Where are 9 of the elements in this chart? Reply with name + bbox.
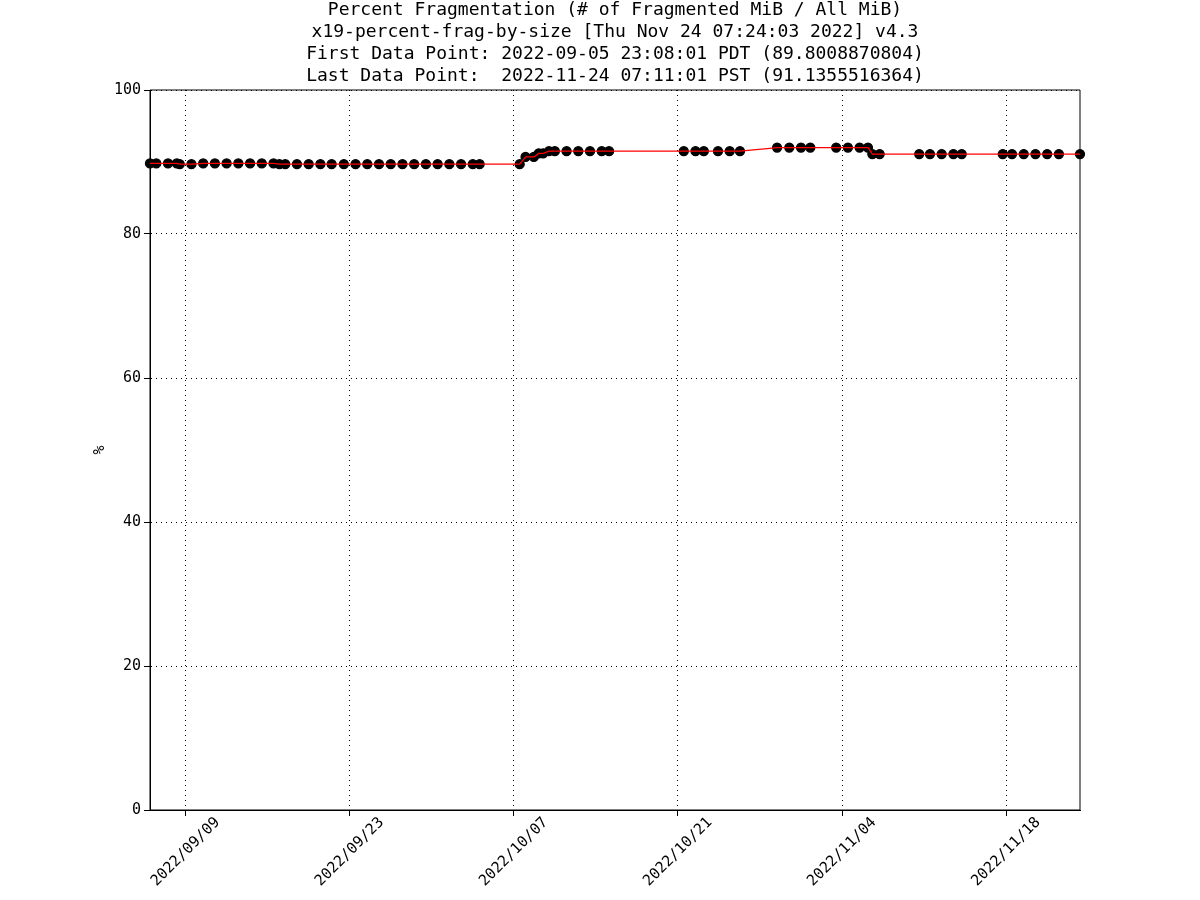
y-tick-label: 20 xyxy=(122,655,141,674)
y-tick-label: 100 xyxy=(113,79,141,98)
chart-title: Percent Fragmentation (# of Fragmented MiB / All MiB) xyxy=(327,0,903,19)
y-tick-label: 0 xyxy=(131,799,141,818)
y-tick-label: 60 xyxy=(122,367,141,386)
y-axis-title: % xyxy=(89,445,108,455)
y-tick-label: 80 xyxy=(122,223,141,242)
y-tick-label: 40 xyxy=(122,511,141,530)
chart-subtitle: x19-percent-frag-by-size [Thu Nov 24 07:24:03 2022] v4.3 First Data Point: 2022-09-05 23:08:01 PDT (89.8008870804) Last Data Point: 2022-11-24 07:11:01 PST (91.1355516364) xyxy=(306,19,924,85)
